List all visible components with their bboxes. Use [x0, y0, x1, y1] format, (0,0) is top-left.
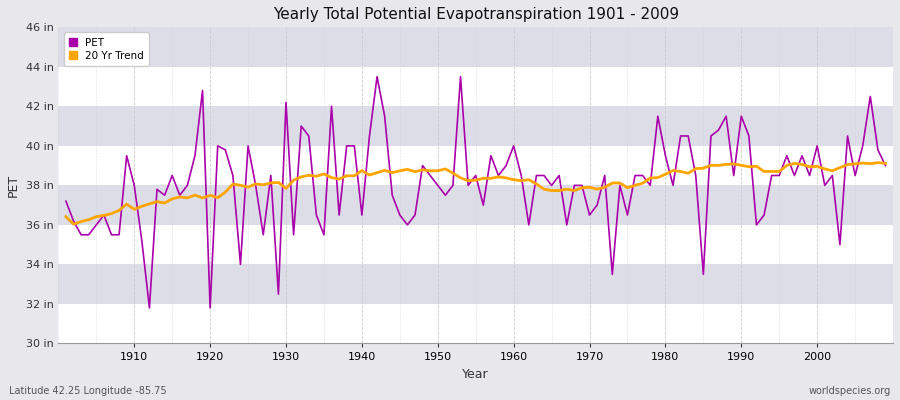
Bar	[58, 67, 893, 106]
Bar	[58, 27, 893, 67]
20 Yr Trend	[129, 207, 140, 212]
20 Yr Trend	[68, 222, 79, 227]
PET	[296, 124, 307, 128]
PET	[615, 183, 626, 188]
PET	[516, 173, 526, 178]
Bar	[58, 225, 893, 264]
20 Yr Trend	[508, 177, 519, 182]
PET	[144, 306, 155, 310]
PET	[341, 144, 352, 148]
Bar	[58, 185, 893, 225]
PET	[372, 74, 382, 79]
Line: 20 Yr Trend: 20 Yr Trend	[66, 163, 886, 224]
X-axis label: Year: Year	[463, 368, 489, 381]
20 Yr Trend	[607, 181, 617, 186]
Bar	[58, 146, 893, 185]
PET	[122, 153, 132, 158]
Line: PET: PET	[66, 77, 886, 308]
20 Yr Trend	[872, 160, 883, 165]
Bar	[58, 106, 893, 146]
20 Yr Trend	[296, 174, 307, 179]
Title: Yearly Total Potential Evapotranspiration 1901 - 2009: Yearly Total Potential Evapotranspiratio…	[273, 7, 679, 22]
20 Yr Trend	[341, 173, 352, 178]
PET	[524, 222, 535, 227]
PET	[880, 163, 891, 168]
Bar	[58, 264, 893, 304]
Y-axis label: PET: PET	[7, 174, 20, 197]
20 Yr Trend	[60, 214, 71, 219]
Legend: PET, 20 Yr Trend: PET, 20 Yr Trend	[64, 32, 149, 66]
PET	[60, 199, 71, 204]
Bar	[58, 304, 893, 344]
20 Yr Trend	[516, 178, 526, 183]
Text: Latitude 42.25 Longitude -85.75: Latitude 42.25 Longitude -85.75	[9, 386, 166, 396]
20 Yr Trend	[880, 161, 891, 166]
Text: worldspecies.org: worldspecies.org	[809, 386, 891, 396]
